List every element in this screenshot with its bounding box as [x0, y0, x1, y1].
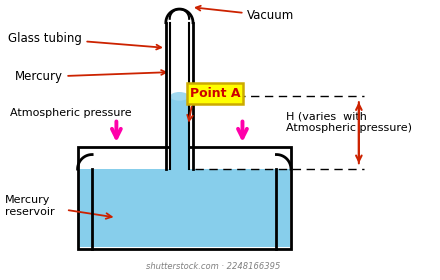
Text: Mercury: Mercury — [15, 70, 166, 83]
Text: Vacuum: Vacuum — [196, 6, 294, 22]
Bar — [187, 83, 243, 104]
Text: H (varies  with
Atmospheric pressure): H (varies with Atmospheric pressure) — [286, 112, 412, 133]
Text: Glass tubing: Glass tubing — [8, 32, 161, 50]
Polygon shape — [79, 169, 290, 247]
Polygon shape — [170, 96, 189, 169]
Text: Mercury
reservoir: Mercury reservoir — [5, 195, 55, 217]
Ellipse shape — [170, 92, 189, 101]
Text: Atmospheric pressure: Atmospheric pressure — [10, 108, 131, 118]
Text: Point A: Point A — [190, 87, 241, 100]
Text: shutterstock.com · 2248166395: shutterstock.com · 2248166395 — [146, 262, 281, 271]
Polygon shape — [170, 0, 189, 96]
Polygon shape — [170, 9, 189, 19]
